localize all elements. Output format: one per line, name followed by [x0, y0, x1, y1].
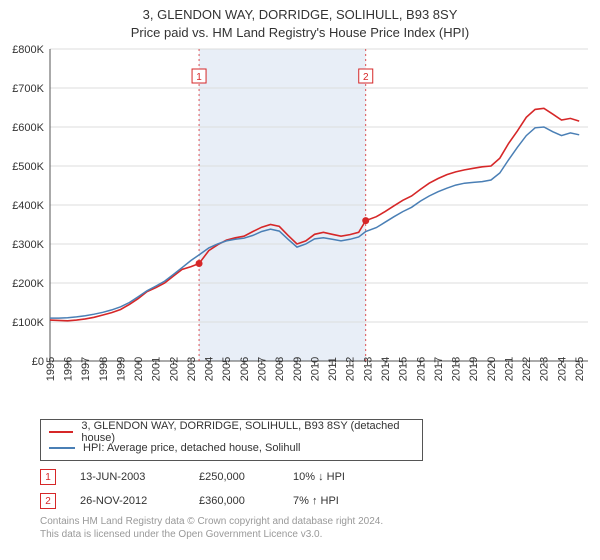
- sales-table: 1 13-JUN-2003 £250,000 10% ↓ HPI 2 26-NO…: [40, 467, 600, 511]
- sale-diff-1: 7% ↑ HPI: [293, 495, 339, 507]
- legend-box: 3, GLENDON WAY, DORRIDGE, SOLIHULL, B93 …: [40, 419, 423, 461]
- footer-line-2: This data is licensed under the Open Gov…: [40, 528, 600, 541]
- svg-text:£100K: £100K: [12, 317, 44, 329]
- title-line-1: 3, GLENDON WAY, DORRIDGE, SOLIHULL, B93 …: [0, 6, 600, 24]
- sale-date-1: 26-NOV-2012: [80, 495, 175, 507]
- svg-text:2011: 2011: [327, 357, 339, 381]
- svg-text:2021: 2021: [503, 357, 515, 381]
- svg-text:2013: 2013: [362, 357, 374, 381]
- svg-text:2025: 2025: [574, 357, 586, 381]
- sale-row-1: 2 26-NOV-2012 £360,000 7% ↑ HPI: [40, 491, 600, 511]
- svg-text:2023: 2023: [539, 357, 551, 381]
- svg-text:£200K: £200K: [12, 278, 44, 290]
- svg-text:2006: 2006: [239, 357, 251, 381]
- legend-label-1: HPI: Average price, detached house, Soli…: [83, 442, 301, 454]
- svg-text:1998: 1998: [98, 357, 110, 381]
- chart-area: £0 £100K £200K £300K £400K £500K £600K £700K £80…: [0, 41, 600, 411]
- title-line-2: Price paid vs. HM Land Registry's House …: [0, 24, 600, 42]
- sale-num-0: 1: [40, 469, 56, 485]
- svg-text:2009: 2009: [292, 357, 304, 381]
- svg-text:1996: 1996: [62, 357, 74, 381]
- chart-svg: £0 £100K £200K £300K £400K £500K £600K £700K £80…: [0, 41, 600, 411]
- sale-row-0: 1 13-JUN-2003 £250,000 10% ↓ HPI: [40, 467, 600, 487]
- sale-diff-0: 10% ↓ HPI: [293, 471, 345, 483]
- svg-text:2001: 2001: [151, 357, 163, 381]
- svg-text:2000: 2000: [133, 357, 145, 381]
- svg-text:2012: 2012: [345, 357, 357, 381]
- svg-text:2007: 2007: [257, 357, 269, 381]
- svg-text:£400K: £400K: [12, 200, 44, 212]
- svg-text:2005: 2005: [221, 357, 233, 381]
- footer: Contains HM Land Registry data © Crown c…: [40, 515, 600, 541]
- sale-date-0: 13-JUN-2003: [80, 471, 175, 483]
- svg-text:2018: 2018: [451, 357, 463, 381]
- svg-text:£600K: £600K: [12, 122, 44, 134]
- svg-text:2017: 2017: [433, 357, 445, 381]
- legend-label-0: 3, GLENDON WAY, DORRIDGE, SOLIHULL, B93 …: [81, 420, 414, 444]
- svg-text:2020: 2020: [486, 357, 498, 381]
- title-block: 3, GLENDON WAY, DORRIDGE, SOLIHULL, B93 …: [0, 0, 600, 41]
- svg-text:2015: 2015: [398, 357, 410, 381]
- svg-text:2: 2: [363, 72, 369, 83]
- svg-text:£0: £0: [32, 356, 44, 368]
- svg-text:2014: 2014: [380, 357, 392, 381]
- svg-text:1: 1: [196, 72, 202, 83]
- legend-swatch-0: [49, 431, 73, 433]
- svg-text:2008: 2008: [274, 357, 286, 381]
- legend-row-0: 3, GLENDON WAY, DORRIDGE, SOLIHULL, B93 …: [49, 424, 414, 440]
- svg-text:1999: 1999: [115, 357, 127, 381]
- svg-text:2004: 2004: [204, 357, 216, 381]
- svg-text:2019: 2019: [468, 357, 480, 381]
- svg-text:2024: 2024: [556, 357, 568, 381]
- svg-text:1995: 1995: [45, 357, 57, 381]
- svg-text:2003: 2003: [186, 357, 198, 381]
- sale-num-1: 2: [40, 493, 56, 509]
- legend-swatch-1: [49, 447, 75, 449]
- svg-text:2022: 2022: [521, 357, 533, 381]
- svg-text:2010: 2010: [309, 357, 321, 381]
- svg-text:£300K: £300K: [12, 239, 44, 251]
- svg-text:2002: 2002: [168, 357, 180, 381]
- svg-text:£700K: £700K: [12, 83, 44, 95]
- sale-price-1: £360,000: [199, 495, 269, 507]
- svg-text:£800K: £800K: [12, 44, 44, 56]
- svg-text:£500K: £500K: [12, 161, 44, 173]
- svg-text:1997: 1997: [80, 357, 92, 381]
- svg-text:2016: 2016: [415, 357, 427, 381]
- chart-container: 3, GLENDON WAY, DORRIDGE, SOLIHULL, B93 …: [0, 0, 600, 560]
- footer-line-1: Contains HM Land Registry data © Crown c…: [40, 515, 600, 528]
- sale-price-0: £250,000: [199, 471, 269, 483]
